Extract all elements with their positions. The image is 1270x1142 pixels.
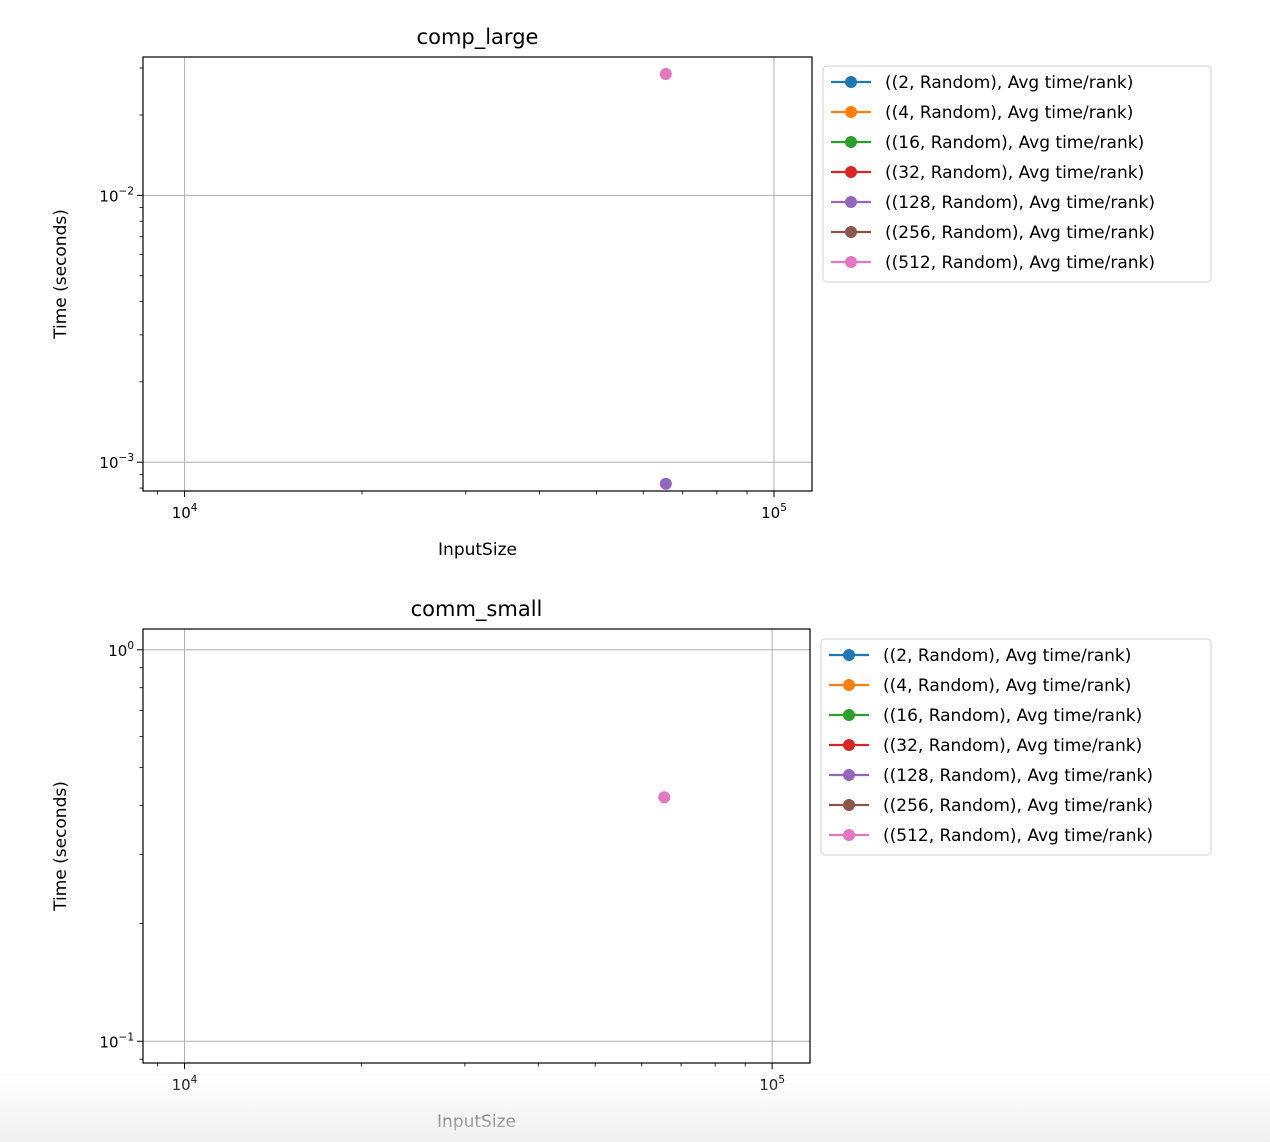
- legend-marker: [845, 226, 857, 238]
- legend-marker: [845, 76, 857, 88]
- legend-entry: ((512, Random), Avg time/rank): [829, 826, 1153, 846]
- x-axis-label: InputSize: [438, 540, 517, 560]
- x-tick-label: 105: [761, 502, 787, 522]
- legend-entry: ((2, Random), Avg time/rank): [829, 646, 1131, 666]
- legend-entry: ((128, Random), Avg time/rank): [831, 193, 1155, 213]
- y-axis-label: Time (seconds): [51, 781, 71, 912]
- legend-label: ((512, Random), Avg time/rank): [885, 253, 1155, 273]
- chart-title: comm_small: [411, 597, 543, 622]
- legend-entry: ((256, Random), Avg time/rank): [831, 223, 1155, 243]
- y-tick-label: 10−1: [99, 1031, 134, 1051]
- legend-marker: [843, 829, 855, 841]
- x-tick-label: 105: [759, 1074, 785, 1094]
- chart-title: comp_large: [417, 25, 539, 50]
- legend-entry: ((32, Random), Avg time/rank): [831, 163, 1144, 183]
- legend-marker: [843, 739, 855, 751]
- y-tick-label: 100: [108, 640, 134, 660]
- legend-label: ((32, Random), Avg time/rank): [883, 736, 1142, 756]
- legend-label: ((4, Random), Avg time/rank): [883, 676, 1131, 696]
- legend-marker: [845, 166, 857, 178]
- legend-label: ((2, Random), Avg time/rank): [883, 646, 1131, 666]
- legend-label: ((16, Random), Avg time/rank): [883, 706, 1142, 726]
- legend: ((2, Random), Avg time/rank) ((4, Random)…: [822, 65, 1212, 283]
- legend-marker: [843, 649, 855, 661]
- legend-entry: ((2, Random), Avg time/rank): [831, 73, 1133, 93]
- x-tick-label: 104: [172, 502, 198, 522]
- x-axis-label: InputSize: [437, 1112, 516, 1132]
- legend-entry: ((16, Random), Avg time/rank): [831, 133, 1144, 153]
- legend-entry: ((256, Random), Avg time/rank): [829, 796, 1153, 816]
- legend-label: ((4, Random), Avg time/rank): [885, 103, 1133, 123]
- data-point: [659, 477, 672, 490]
- legend-label: ((2, Random), Avg time/rank): [885, 73, 1133, 93]
- plot-area: [143, 629, 810, 1063]
- chart-0: 104 105 10−3 10−2 comp_large InputSize Time (s…: [51, 25, 1212, 560]
- legend-entry: ((128, Random), Avg time/rank): [829, 766, 1153, 786]
- legend-marker: [843, 799, 855, 811]
- legend-label: ((32, Random), Avg time/rank): [885, 163, 1144, 183]
- legend-marker: [845, 136, 857, 148]
- legend-marker: [843, 709, 855, 721]
- legend-marker: [843, 679, 855, 691]
- legend-marker: [843, 769, 855, 781]
- legend-label: ((128, Random), Avg time/rank): [885, 193, 1155, 213]
- legend-entry: ((512, Random), Avg time/rank): [831, 253, 1155, 273]
- plot-area: [143, 57, 812, 491]
- legend-entry: ((4, Random), Avg time/rank): [831, 103, 1133, 123]
- y-tick-label: 10−2: [99, 185, 134, 205]
- legend: ((2, Random), Avg time/rank) ((4, Random)…: [820, 638, 1212, 856]
- legend-label: ((16, Random), Avg time/rank): [885, 133, 1144, 153]
- legend-box: [822, 65, 1212, 283]
- legend-entry: ((16, Random), Avg time/rank): [829, 706, 1142, 726]
- legend-box: [820, 638, 1212, 856]
- data-point: [659, 67, 672, 80]
- data-point: [658, 791, 671, 804]
- legend-entry: ((4, Random), Avg time/rank): [829, 676, 1131, 696]
- y-tick-label: 10−3: [99, 452, 134, 472]
- legend-marker: [845, 196, 857, 208]
- axes-frame: [142, 628, 811, 1064]
- legend-marker: [845, 106, 857, 118]
- legend-marker: [845, 256, 857, 268]
- axes-frame: [142, 56, 813, 492]
- x-tick-label: 104: [172, 1074, 198, 1094]
- y-axis-label: Time (seconds): [51, 209, 71, 340]
- legend-label: ((256, Random), Avg time/rank): [883, 796, 1153, 816]
- legend-label: ((128, Random), Avg time/rank): [883, 766, 1153, 786]
- legend-entry: ((32, Random), Avg time/rank): [829, 736, 1142, 756]
- chart-1: 104 105 10−1 100 comm_small InputSize Time (se…: [51, 597, 1212, 1132]
- legend-label: ((256, Random), Avg time/rank): [885, 223, 1155, 243]
- legend-label: ((512, Random), Avg time/rank): [883, 826, 1153, 846]
